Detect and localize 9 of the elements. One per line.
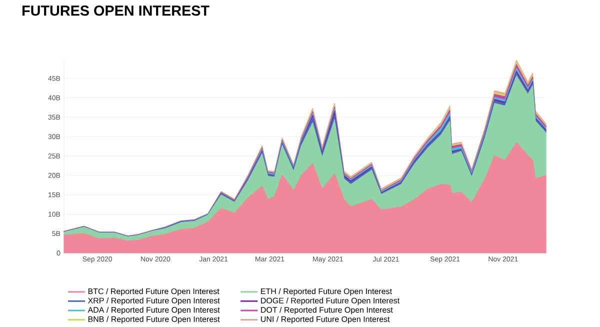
legend-label: BTC / Reported Future Open Interest — [88, 288, 220, 296]
legend-label: XRP / Reported Future Open Interest — [88, 297, 220, 305]
legend-label: BNB / Reported Future Open Interest — [88, 316, 220, 324]
legend-label: ETH / Reported Future Open Interest — [261, 288, 392, 296]
legend-label: UNI / Reported Future Open Interest — [261, 316, 390, 324]
legend-label: DOGE / Reported Future Open Interest — [261, 297, 400, 305]
legend-label: ADA / Reported Future Open Interest — [88, 306, 220, 314]
chart-title: FUTURES OPEN INTEREST — [22, 5, 210, 16]
legend-label: DOT / Reported Future Open Interest — [261, 306, 393, 314]
